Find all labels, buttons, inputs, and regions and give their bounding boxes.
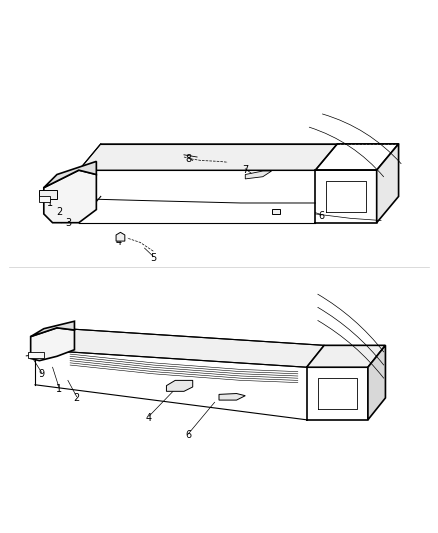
Polygon shape bbox=[245, 171, 272, 179]
Polygon shape bbox=[219, 393, 245, 400]
Polygon shape bbox=[307, 345, 385, 367]
Text: 7: 7 bbox=[242, 165, 248, 175]
Polygon shape bbox=[79, 144, 337, 170]
Text: 4: 4 bbox=[115, 237, 121, 247]
Polygon shape bbox=[28, 352, 44, 359]
Polygon shape bbox=[44, 161, 96, 188]
Polygon shape bbox=[39, 190, 57, 199]
Text: 1: 1 bbox=[56, 384, 62, 394]
Text: 5: 5 bbox=[150, 253, 156, 263]
Polygon shape bbox=[116, 232, 125, 241]
Polygon shape bbox=[31, 321, 74, 336]
Text: 2: 2 bbox=[56, 207, 62, 217]
Polygon shape bbox=[31, 328, 74, 361]
Text: 6: 6 bbox=[319, 211, 325, 221]
Text: 6: 6 bbox=[185, 430, 191, 440]
Text: 1: 1 bbox=[47, 198, 53, 208]
Text: 8: 8 bbox=[185, 154, 191, 164]
Polygon shape bbox=[35, 328, 324, 367]
Polygon shape bbox=[272, 209, 280, 214]
Polygon shape bbox=[39, 197, 50, 201]
Polygon shape bbox=[377, 144, 399, 223]
Text: 3: 3 bbox=[65, 217, 71, 228]
Text: 2: 2 bbox=[74, 393, 80, 403]
Polygon shape bbox=[44, 170, 96, 223]
Polygon shape bbox=[368, 345, 385, 420]
Text: 4: 4 bbox=[146, 413, 152, 423]
Polygon shape bbox=[166, 381, 193, 391]
Text: 9: 9 bbox=[39, 369, 45, 379]
